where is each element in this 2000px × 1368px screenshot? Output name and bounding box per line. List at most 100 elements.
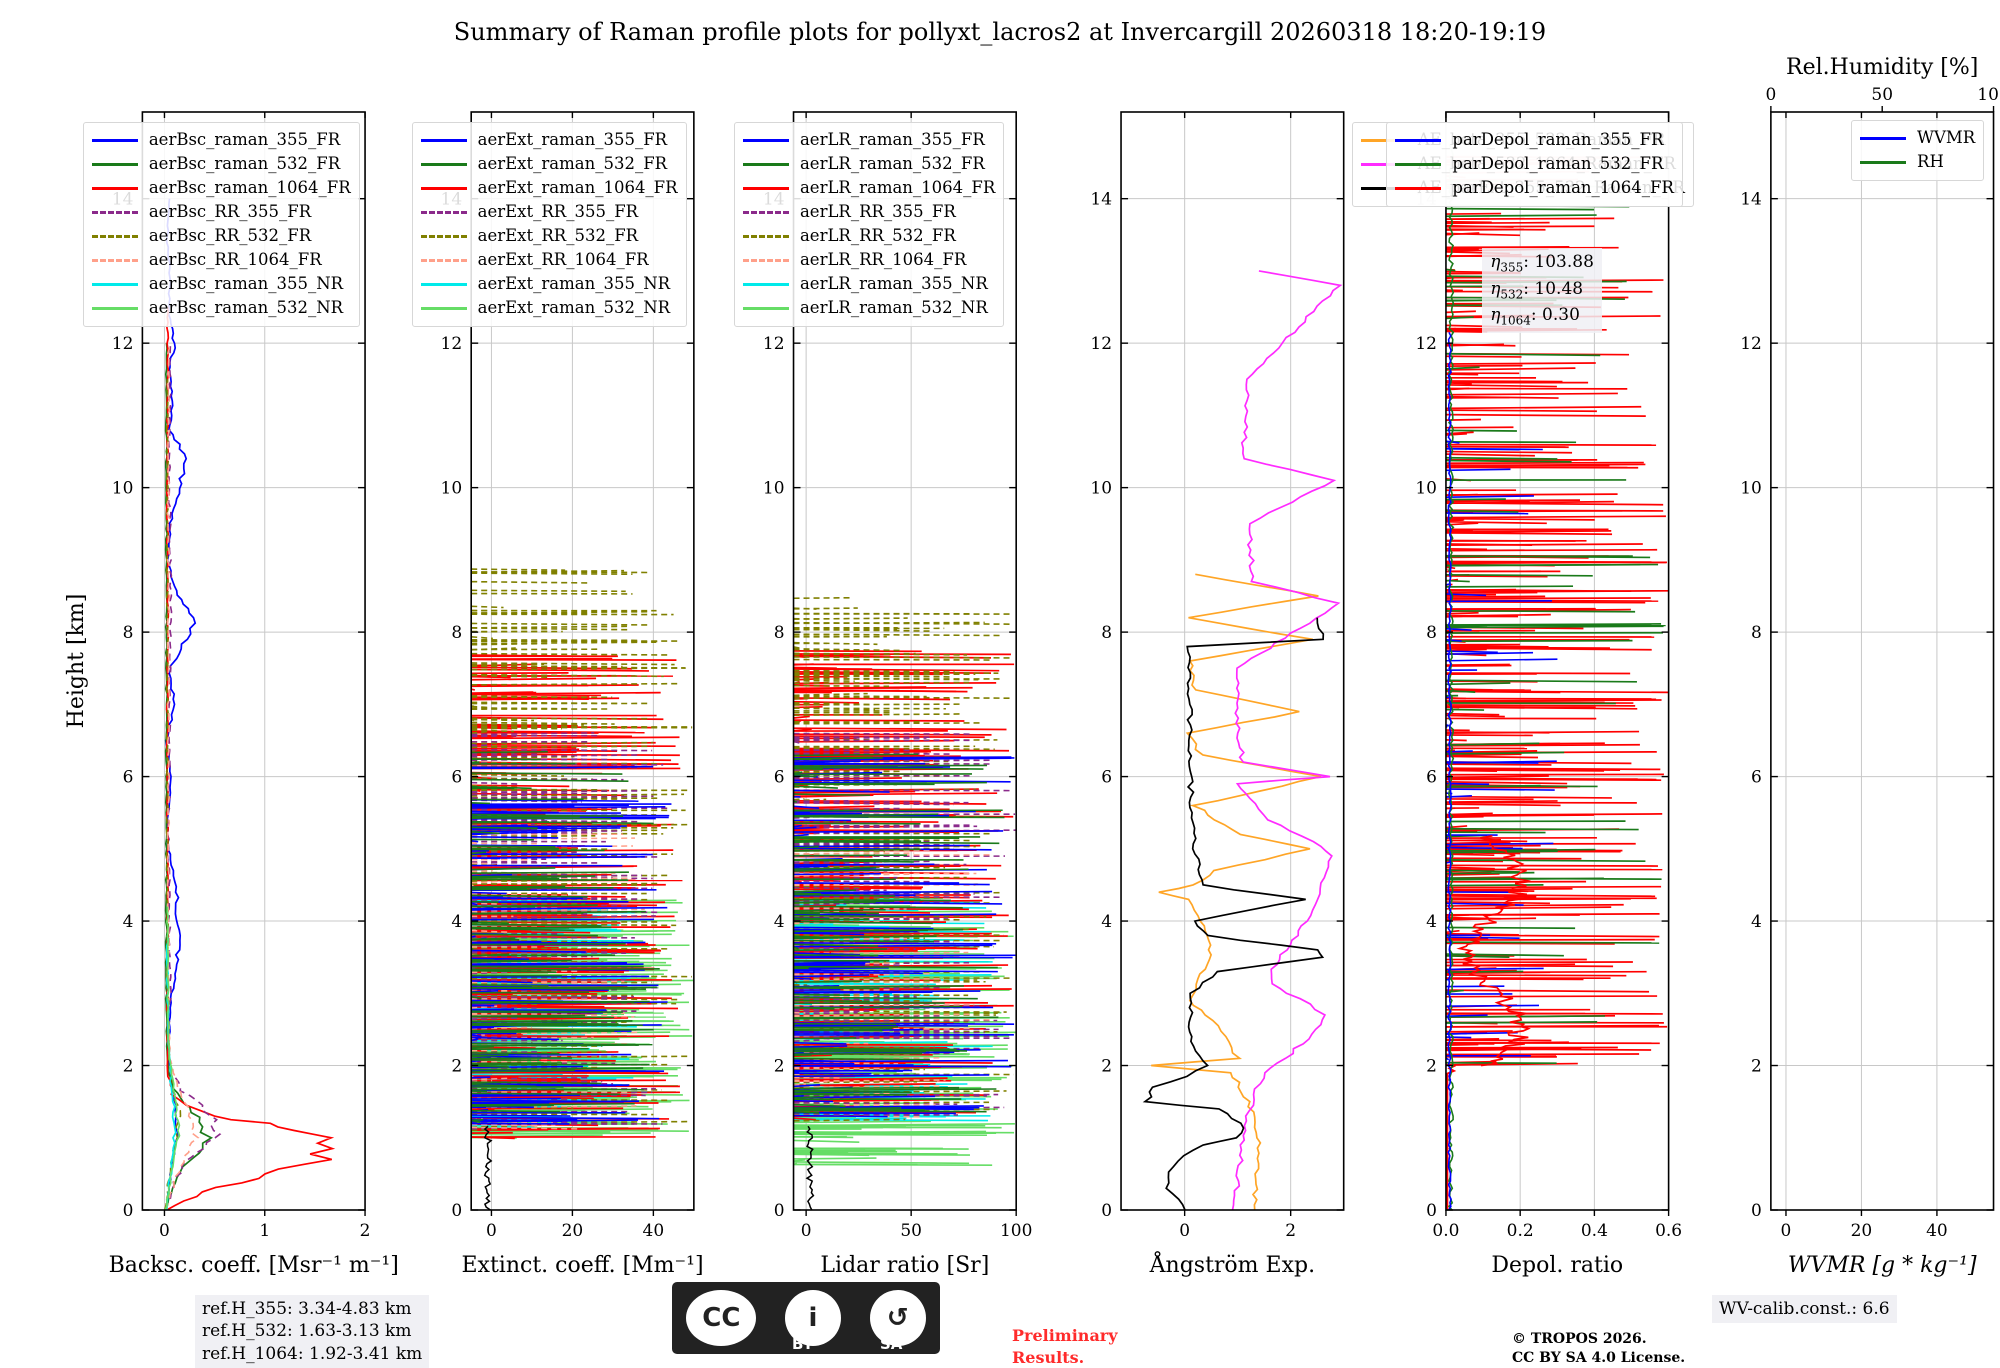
legend-depolratio[interactable]: parDepol_raman_355_FR parDepol_raman_532_…	[1386, 122, 1683, 207]
legend-swatch-cyan	[421, 283, 467, 286]
legend-label: aerBsc_RR_355_FR	[149, 204, 311, 221]
legend-label: aerBsc_RR_1064_FR	[149, 252, 322, 269]
legend-label: aerExt_raman_532_NR	[478, 300, 670, 317]
legend-label: RH	[1917, 154, 1944, 171]
legend-item-backscatter-5[interactable]: aerBsc_RR_1064_FR	[92, 248, 351, 272]
legend-item-backscatter-4[interactable]: aerBsc_RR_532_FR	[92, 224, 351, 248]
legend-wvmr[interactable]: WVMR RH	[1851, 120, 1984, 181]
legend-label: aerExt_RR_532_FR	[478, 228, 638, 245]
legend-swatch-salmon	[92, 259, 138, 262]
legend-swatch-green	[743, 163, 789, 166]
legend-item-extinction-7[interactable]: aerExt_raman_532_NR	[421, 296, 678, 320]
legend-item-depolratio-1[interactable]: parDepol_raman_532_FR	[1395, 152, 1674, 176]
copyright-line: © TROPOS 2026.	[1512, 1330, 1685, 1349]
legend-item-depolratio-2[interactable]: parDepol_raman_1064_FR	[1395, 176, 1674, 200]
svg-text:12: 12	[1090, 334, 1112, 354]
svg-text:12: 12	[112, 334, 134, 354]
svg-text:10: 10	[1415, 479, 1437, 499]
eta-row-355: η355: 103.88	[1490, 250, 1594, 277]
svg-text:12: 12	[763, 334, 785, 354]
legend-item-backscatter-7[interactable]: aerBsc_raman_532_NR	[92, 296, 351, 320]
legend-item-lidarratio-3[interactable]: aerLR_RR_355_FR	[743, 200, 995, 224]
wv-calibration-annotation: WV-calib.const.: 6.6	[1712, 1295, 1897, 1323]
svg-text:Backsc. coeff. [Msr⁻¹ m⁻¹]: Backsc. coeff. [Msr⁻¹ m⁻¹]	[109, 1253, 399, 1278]
legend-label: aerExt_raman_1064_FR	[478, 180, 678, 197]
legend-swatch-blue	[743, 139, 789, 142]
legend-item-extinction-1[interactable]: aerExt_raman_532_FR	[421, 152, 678, 176]
svg-text:100: 100	[1977, 85, 2000, 105]
svg-text:10: 10	[112, 479, 134, 499]
svg-text:0: 0	[1179, 1221, 1190, 1241]
legend-label: aerExt_raman_355_FR	[478, 132, 667, 149]
ref-height-line: ref.H_355: 3.34-4.83 km	[202, 1298, 422, 1320]
legend-item-depolratio-0[interactable]: parDepol_raman_355_FR	[1395, 128, 1674, 152]
legend-item-lidarratio-5[interactable]: aerLR_RR_1064_FR	[743, 248, 995, 272]
legend-item-wvmr-1[interactable]: RH	[1860, 150, 1975, 174]
svg-text:0: 0	[451, 1201, 462, 1221]
legend-item-backscatter-3[interactable]: aerBsc_RR_355_FR	[92, 200, 351, 224]
legend-label: aerExt_raman_532_FR	[478, 156, 667, 173]
svg-text:2: 2	[123, 1057, 134, 1077]
legend-swatch-purple	[92, 211, 138, 214]
svg-text:6: 6	[123, 768, 134, 788]
legend-item-extinction-2[interactable]: aerExt_raman_1064_FR	[421, 176, 678, 200]
legend-item-extinction-5[interactable]: aerExt_RR_1064_FR	[421, 248, 678, 272]
legend-swatch-olive	[743, 235, 789, 238]
legend-item-extinction-6[interactable]: aerExt_raman_355_NR	[421, 272, 678, 296]
svg-text:WVMR [g * kg⁻¹]: WVMR [g * kg⁻¹]	[1788, 1253, 1977, 1278]
svg-text:0: 0	[801, 1221, 812, 1241]
legend-label: parDepol_raman_355_FR	[1452, 132, 1663, 149]
legend-label: aerBsc_raman_355_FR	[149, 132, 340, 149]
legend-swatch-olive	[421, 235, 467, 238]
legend-swatch-blue	[92, 139, 138, 142]
legend-item-lidarratio-4[interactable]: aerLR_RR_532_FR	[743, 224, 995, 248]
legend-item-lidarratio-2[interactable]: aerLR_raman_1064_FR	[743, 176, 995, 200]
legend-label: aerLR_raman_355_NR	[800, 276, 988, 293]
svg-text:12: 12	[1740, 334, 1762, 354]
legend-item-backscatter-0[interactable]: aerBsc_raman_355_FR	[92, 128, 351, 152]
svg-text:14: 14	[1740, 190, 1762, 210]
svg-text:4: 4	[1101, 912, 1112, 932]
legend-item-lidarratio-1[interactable]: aerLR_raman_532_FR	[743, 152, 995, 176]
legend-label: aerExt_RR_355_FR	[478, 204, 638, 221]
svg-text:4: 4	[1426, 912, 1437, 932]
svg-text:4: 4	[123, 912, 134, 932]
legend-item-extinction-3[interactable]: aerExt_RR_355_FR	[421, 200, 678, 224]
svg-text:12: 12	[441, 334, 463, 354]
svg-text:4: 4	[774, 912, 785, 932]
cc-icon: CC	[686, 1290, 756, 1346]
legend-item-extinction-0[interactable]: aerExt_raman_355_FR	[421, 128, 678, 152]
eta-row-532: η532: 10.48	[1490, 277, 1594, 304]
svg-text:0: 0	[1101, 1201, 1112, 1221]
svg-text:0: 0	[159, 1221, 170, 1241]
legend-swatch-green	[421, 163, 467, 166]
copyright-note: © TROPOS 2026.CC BY SA 4.0 License.	[1512, 1330, 1685, 1368]
legend-item-lidarratio-7[interactable]: aerLR_raman_532_NR	[743, 296, 995, 320]
legend-item-wvmr-0[interactable]: WVMR	[1860, 126, 1975, 150]
legend-label: aerBsc_raman_532_NR	[149, 300, 343, 317]
legend-item-backscatter-1[interactable]: aerBsc_raman_532_FR	[92, 152, 351, 176]
svg-text:Extinct. coeff. [Mm⁻¹]: Extinct. coeff. [Mm⁻¹]	[461, 1253, 703, 1278]
legend-item-backscatter-6[interactable]: aerBsc_raman_355_NR	[92, 272, 351, 296]
legend-label: WVMR	[1917, 130, 1975, 147]
legend-label: parDepol_raman_532_FR	[1452, 156, 1663, 173]
legend-item-lidarratio-0[interactable]: aerLR_raman_355_FR	[743, 128, 995, 152]
svg-text:40: 40	[643, 1221, 665, 1241]
legend-swatch-purple	[743, 211, 789, 214]
svg-text:6: 6	[1751, 768, 1762, 788]
legend-item-extinction-4[interactable]: aerExt_RR_532_FR	[421, 224, 678, 248]
svg-text:0: 0	[774, 1201, 785, 1221]
svg-text:2: 2	[1751, 1057, 1762, 1077]
svg-text:8: 8	[774, 623, 785, 643]
legend-item-lidarratio-6[interactable]: aerLR_raman_355_NR	[743, 272, 995, 296]
legend-item-backscatter-2[interactable]: aerBsc_raman_1064_FR	[92, 176, 351, 200]
legend-swatch-blue	[1395, 139, 1441, 142]
ref-height-line: ref.H_1064: 1.92-3.41 km	[202, 1343, 422, 1365]
eta-row-1064: η1064: 0.30	[1490, 303, 1594, 330]
